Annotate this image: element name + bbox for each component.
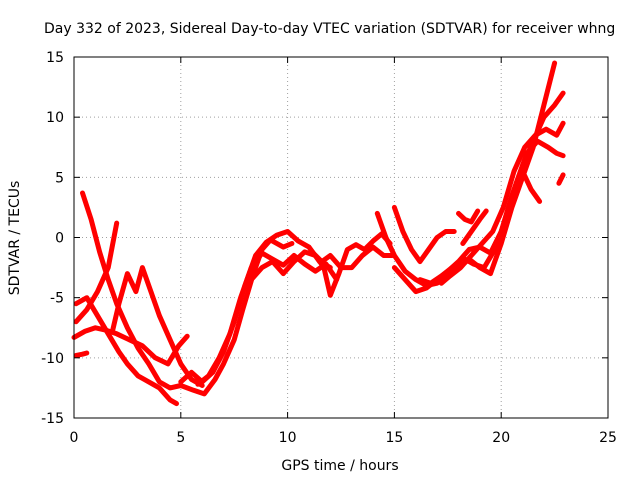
- series-line-s14: [417, 138, 566, 286]
- series-line-s19: [556, 172, 566, 186]
- series-line-s4: [71, 325, 190, 367]
- series-line-s10: [310, 244, 395, 271]
- y-tick-label: -10: [41, 351, 64, 367]
- series-line-s3: [73, 295, 179, 407]
- y-tick-label: -5: [50, 291, 64, 307]
- series-layer: [71, 60, 566, 407]
- series-line-s18: [520, 168, 543, 204]
- y-axis-label: SDTVAR / TECUs: [7, 181, 23, 296]
- y-tick-label: 5: [55, 170, 64, 186]
- series-line-s6: [73, 350, 90, 358]
- y-tick-label: -15: [41, 411, 64, 427]
- series-line-s15: [438, 120, 566, 286]
- series-line-s9: [248, 231, 393, 298]
- chart-title: Day 332 of 2023, Sidereal Day-to-day VTE…: [44, 21, 615, 37]
- series-line-s2: [73, 220, 120, 325]
- y-tick-label: 15: [46, 50, 64, 66]
- grid-layer: [74, 57, 608, 418]
- x-tick-label: 0: [70, 430, 79, 446]
- x-tick-label: 15: [385, 430, 403, 446]
- y-tick-label: 10: [46, 110, 64, 126]
- x-tick-label: 25: [599, 430, 617, 446]
- x-tick-label: 5: [176, 430, 185, 446]
- series-line-s17: [460, 208, 489, 246]
- series-line-s8: [195, 250, 340, 387]
- x-tick-label: 10: [279, 430, 297, 446]
- series-line-s16: [456, 208, 481, 225]
- series-line-s5: [109, 265, 205, 388]
- series-line-s12: [391, 204, 457, 265]
- y-tick-label: 0: [55, 231, 64, 247]
- tick-layer: 0 5 10 15 20 25 -15 -10 -5 0 5 10 15: [41, 50, 617, 446]
- x-tick-label: 20: [492, 430, 510, 446]
- x-axis-label: GPS time / hours: [281, 458, 398, 474]
